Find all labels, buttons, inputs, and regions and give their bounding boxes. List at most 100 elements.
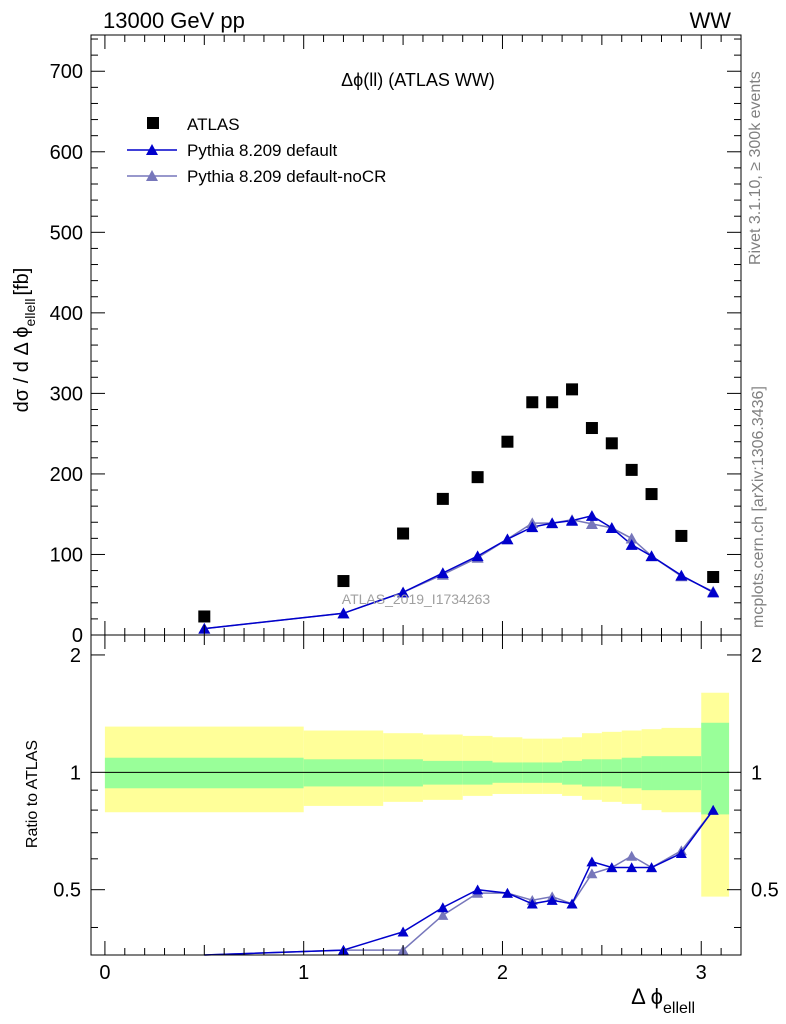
band-inner [303,759,384,787]
series-1-point [526,521,539,533]
main-y-tick-label: 300 [50,383,83,405]
ratio-y-tick-label: 2 [70,645,81,667]
ratio-1-point [586,868,598,879]
ratio-1-point [626,850,638,861]
x-axis-label-text: Δ ϕ [631,984,663,1009]
series-line-1 [204,514,714,630]
main-y-axis-label: dσ / d Δ ϕellell [fb] [11,268,38,413]
ratio-line-1 [204,809,714,956]
main-y-ticks: 0 100 200 300 400 500 600 700 [50,38,741,647]
band-inner [601,759,622,787]
ratio-0-point [437,902,449,913]
ratio-y-ticks: 0.5 0.5 1 1 2 2 [53,645,779,928]
atlas-data-point [707,571,720,584]
atlas-data-point [397,527,410,540]
chart-title: Δϕ(ll) (ATLAS WW) [341,70,495,90]
series-1-point [605,522,618,533]
ratio-frame [90,634,742,956]
ratio-0-point [586,856,598,867]
y-axis-label-sub: ellell [22,298,38,326]
band-inner [701,722,730,815]
atlas-data-point [605,437,618,450]
legend-marker-default [146,144,158,155]
legend-label-nocr: Pythia 8.209 default-noCR [187,167,386,186]
legend: ATLAS Pythia 8.209 default Pythia 8.209 … [127,115,386,186]
atlas-data-point [436,492,449,505]
ratio-0-point [606,862,618,873]
series-1-point [397,586,410,598]
atlas-data-point [526,396,539,409]
atlas-data-point [645,488,658,501]
atlas-data-point [198,610,211,623]
series-1-point [585,510,598,521]
band-inner [661,756,702,791]
band-inner [641,756,662,791]
ratio-y-tick-label-right: 0.5 [751,880,779,902]
ratio-0-point [566,898,578,909]
series-1-point [436,567,449,579]
mcplots-side-label: mcplots.cern.ch [arXiv:1306.3436] [750,386,767,628]
ratio-x-ticks: 0 1 2 3 [99,635,722,984]
main-panel: 0 100 200 300 400 500 600 700 Δϕ(ll) (ATLAS WW)… [11,34,742,647]
series-1-point [501,533,514,545]
ratio-y-axis-label: Ratio to ATLAS [24,740,41,848]
ratio-panel: 0.5 0.5 1 1 2 2 0 1 2 3 Ratio to ATLAS Δ ϕellell [24,634,779,1017]
x-tick-label: 0 [99,962,110,984]
legend-marker-atlas [147,117,159,129]
ratio-0-point [646,862,658,873]
band-inner [383,759,423,787]
ratio-y-tick-label: 0.5 [53,880,81,902]
series-1-point [546,517,559,529]
band-inner [104,757,304,789]
main-y-tick-label: 0 [72,625,83,647]
atlas-data-point [566,383,579,396]
series-line-2 [204,519,714,630]
atlas-data-point [675,529,688,542]
ratio-y-tick-label-right: 2 [751,645,762,667]
legend-label-atlas: ATLAS [187,115,240,134]
energy-label: 13000 GeV pp [103,8,245,33]
series-2-point [585,518,598,529]
main-y-tick-label: 700 [50,61,83,83]
analysis-watermark: ATLAS_2019_I1734263 [342,591,491,607]
series-1-point [337,607,350,619]
main-y-tick-label: 100 [50,544,83,566]
band-inner [581,759,602,787]
ratio-0-point [675,848,687,858]
series-1-point [707,586,720,598]
series-1-point [471,550,484,562]
process-label: WW [689,8,731,33]
atlas-data-point [625,463,638,476]
x-axis-label: Δ ϕellell [631,984,695,1017]
main-y-tick-label: 500 [50,222,83,244]
x-tick-label: 3 [696,962,707,984]
ratio-y-tick-label-right: 1 [751,762,762,784]
series-2-point [625,532,638,544]
main-y-tick-label: 400 [50,303,83,325]
y-axis-label-text: dσ / d Δ ϕ [11,326,33,412]
ratio-0-point [546,894,558,905]
ratio-uncertainty-bands [104,692,730,897]
ratio-y-tick-label: 1 [70,762,81,784]
series-1-point [566,514,579,526]
main-plot-marks [198,383,720,634]
series-1-point [645,550,658,562]
ratio-plot-marks [204,804,719,956]
x-tick-label: 2 [497,962,508,984]
ratio-1-point [437,910,449,920]
atlas-data-point [585,422,598,435]
ratio-0-point [626,862,638,873]
legend-label-default: Pythia 8.209 default [187,141,338,160]
ratio-line-0 [204,809,714,956]
main-x-ticks [104,35,722,635]
main-y-tick-label: 600 [50,142,83,164]
svg-text:dσ / d Δ ϕellell[fb]: dσ / d Δ ϕellell [fb] [11,268,38,413]
main-y-tick-label: 200 [50,464,83,486]
band-inner [621,757,642,789]
ratio-0-point [707,804,719,815]
ratio-0-point [526,898,538,909]
x-tick-label: 1 [298,962,309,984]
ratio-0-point [397,926,409,937]
ratio-0-point [472,884,484,895]
